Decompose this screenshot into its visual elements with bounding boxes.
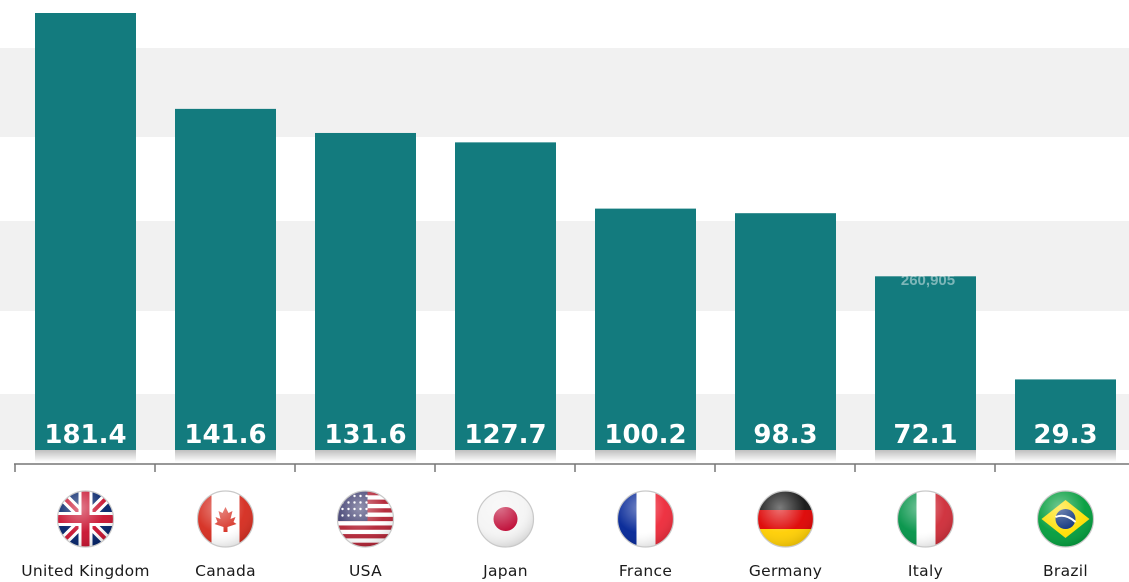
- italy-flag-icon: [896, 490, 955, 548]
- value-label: 127.7: [464, 420, 546, 450]
- category-label: Brazil: [1043, 562, 1088, 580]
- bar-shadow: [595, 450, 696, 462]
- category-label: Italy: [908, 562, 943, 580]
- value-label: 98.3: [753, 420, 817, 450]
- value-label: 141.6: [184, 420, 266, 450]
- category-label: Canada: [195, 562, 256, 580]
- bar-shadow: [175, 450, 276, 462]
- category-label: Japan: [482, 562, 528, 580]
- japan-flag-icon: [476, 490, 535, 548]
- bar-shadow: [35, 450, 136, 462]
- category-label: USA: [349, 562, 382, 580]
- category-labels: United Kingdom Canada USA Japan France German…: [21, 562, 1088, 580]
- category-label: Germany: [749, 562, 822, 580]
- bar-brazil: [1015, 379, 1116, 450]
- value-label: 131.6: [324, 420, 406, 450]
- x-axis: [14, 463, 1129, 472]
- bar-shadow: [315, 450, 416, 462]
- bar-united-kingdom: [35, 13, 136, 450]
- bar-shadow: [735, 450, 836, 462]
- uk-flag-icon: [56, 490, 115, 548]
- bar-france: [595, 208, 696, 450]
- value-label: 181.4: [44, 420, 126, 450]
- bar-shadow: [455, 450, 556, 462]
- bar-italy: [875, 276, 976, 450]
- bar-shadow: [875, 450, 976, 462]
- france-flag-icon: [616, 490, 675, 548]
- bar-germany: [735, 213, 836, 450]
- category-label: France: [619, 562, 672, 580]
- bar-canada: [175, 108, 276, 450]
- flags-group: [56, 490, 1095, 548]
- brazil-flag-icon: [1036, 490, 1095, 548]
- category-label: United Kingdom: [21, 562, 150, 580]
- value-label: 29.3: [1033, 420, 1097, 450]
- bar-usa: [315, 132, 416, 451]
- value-label: 72.1: [893, 420, 957, 450]
- watermark-text: 260,905: [901, 272, 955, 289]
- germany-flag-icon: [756, 490, 815, 548]
- value-label: 100.2: [604, 420, 686, 450]
- usa-flag-icon: [336, 490, 395, 548]
- canada-flag-icon: [196, 490, 255, 548]
- grid-band-1: [0, 48, 1129, 137]
- bars-group: 181.4 141.6 131.6 127.7 100.2 98.3 72.1 29.3: [35, 13, 1116, 462]
- bar-japan: [455, 142, 556, 451]
- bar-shadow: [1015, 450, 1116, 462]
